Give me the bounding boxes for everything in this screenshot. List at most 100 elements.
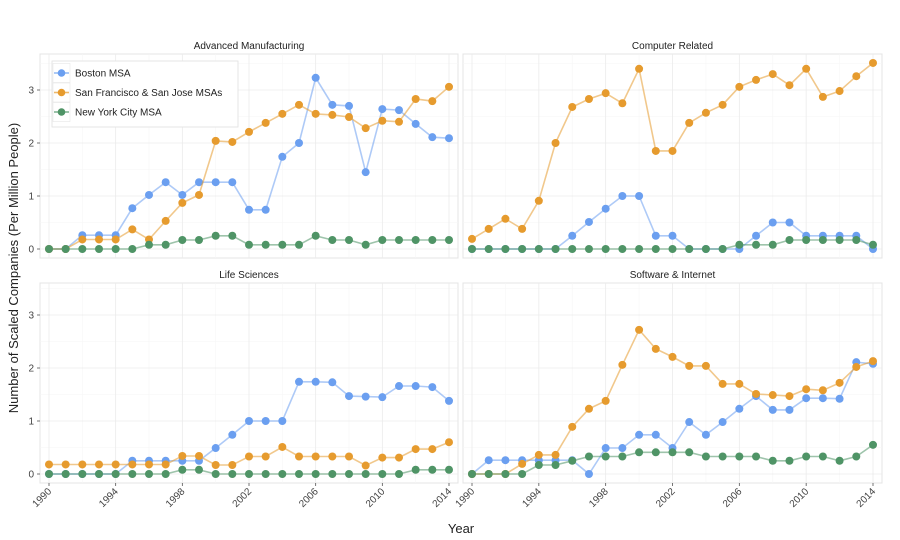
y-tick-label: 2 xyxy=(28,139,34,150)
data-point xyxy=(161,216,170,225)
data-point xyxy=(295,139,303,147)
data-point xyxy=(211,178,220,187)
data-point xyxy=(635,325,644,334)
series-new-york-city-msa xyxy=(45,231,453,253)
data-point xyxy=(328,452,337,461)
data-point xyxy=(601,89,610,98)
data-point xyxy=(768,70,777,79)
data-point xyxy=(45,460,53,469)
data-point xyxy=(618,444,627,453)
panel-life-sciences: Life Sciences 0 1 2 3 1990 1994 1998 2002 2006 201… xyxy=(28,270,459,510)
data-point xyxy=(178,465,187,474)
data-point xyxy=(534,450,543,459)
data-point xyxy=(111,245,120,253)
data-point xyxy=(518,224,527,233)
data-point xyxy=(818,386,827,395)
panel-title: Advanced Manufacturing xyxy=(194,41,305,52)
data-point xyxy=(128,225,137,234)
data-point xyxy=(752,240,761,249)
data-point xyxy=(852,452,861,461)
x-tick-label: 2010 xyxy=(788,486,812,510)
panel-software-internet: Software & Internet 1990 1994 1998 2002 2006 2… xyxy=(454,270,883,510)
data-point xyxy=(295,452,303,461)
x-tick-label: 2010 xyxy=(364,486,388,510)
data-point xyxy=(601,204,610,213)
data-point xyxy=(618,192,627,200)
data-point xyxy=(484,224,493,233)
data-point xyxy=(428,383,437,392)
data-point xyxy=(195,465,203,474)
data-point xyxy=(818,235,827,244)
data-point xyxy=(584,217,593,226)
data-point xyxy=(568,231,577,240)
data-point xyxy=(228,137,237,146)
x-tick-label: 1994 xyxy=(97,486,121,510)
data-point xyxy=(551,450,560,459)
data-point xyxy=(45,470,53,478)
data-point xyxy=(568,422,577,431)
data-point xyxy=(802,452,811,461)
data-point xyxy=(228,178,237,187)
legend-marker xyxy=(57,88,66,97)
data-point xyxy=(311,452,320,461)
data-point xyxy=(584,452,593,461)
data-point xyxy=(395,117,403,126)
data-point xyxy=(261,452,270,461)
data-point xyxy=(635,245,644,253)
data-point xyxy=(701,108,710,117)
data-point xyxy=(411,465,420,474)
data-point xyxy=(61,460,70,469)
data-point xyxy=(145,240,153,249)
data-point xyxy=(195,178,203,187)
data-point xyxy=(869,440,877,449)
data-point xyxy=(428,133,437,142)
data-point xyxy=(501,214,510,223)
data-point xyxy=(345,392,353,401)
data-point xyxy=(484,456,493,465)
data-point xyxy=(785,218,794,227)
data-point xyxy=(395,470,403,478)
data-point xyxy=(261,240,270,249)
data-point xyxy=(311,377,320,386)
data-point xyxy=(128,470,137,478)
data-point xyxy=(551,139,560,147)
data-point xyxy=(228,231,237,240)
data-point xyxy=(668,231,677,240)
x-tick-label: 2014 xyxy=(855,486,879,510)
data-point xyxy=(701,452,710,461)
data-point xyxy=(768,405,777,414)
legend-item: Boston MSA xyxy=(52,63,131,83)
x-tick-label: 1990 xyxy=(454,486,478,510)
data-point xyxy=(345,113,353,122)
data-point xyxy=(568,102,577,111)
data-point xyxy=(328,378,337,387)
data-point xyxy=(785,405,794,414)
data-point xyxy=(668,245,677,253)
data-point xyxy=(651,245,660,253)
data-point xyxy=(261,417,270,425)
data-point xyxy=(128,460,137,469)
data-point xyxy=(818,92,827,101)
data-point xyxy=(395,106,403,115)
panel-title: Computer Related xyxy=(632,41,713,52)
series-new-york-city-msa xyxy=(45,465,453,478)
data-point xyxy=(518,245,527,253)
data-point xyxy=(395,382,403,391)
data-point xyxy=(411,95,420,104)
data-point xyxy=(635,430,644,439)
data-point xyxy=(618,99,627,108)
data-point xyxy=(685,448,694,457)
series-boston-msa xyxy=(45,73,453,253)
data-point xyxy=(551,460,560,469)
data-point xyxy=(752,389,761,398)
data-point xyxy=(45,245,53,253)
data-point xyxy=(785,392,794,401)
data-point xyxy=(718,418,727,427)
y-tick-label: 3 xyxy=(28,86,34,97)
data-point xyxy=(768,240,777,249)
data-point xyxy=(211,136,220,145)
data-point xyxy=(701,430,710,439)
data-point xyxy=(145,470,153,478)
data-point xyxy=(835,87,844,96)
